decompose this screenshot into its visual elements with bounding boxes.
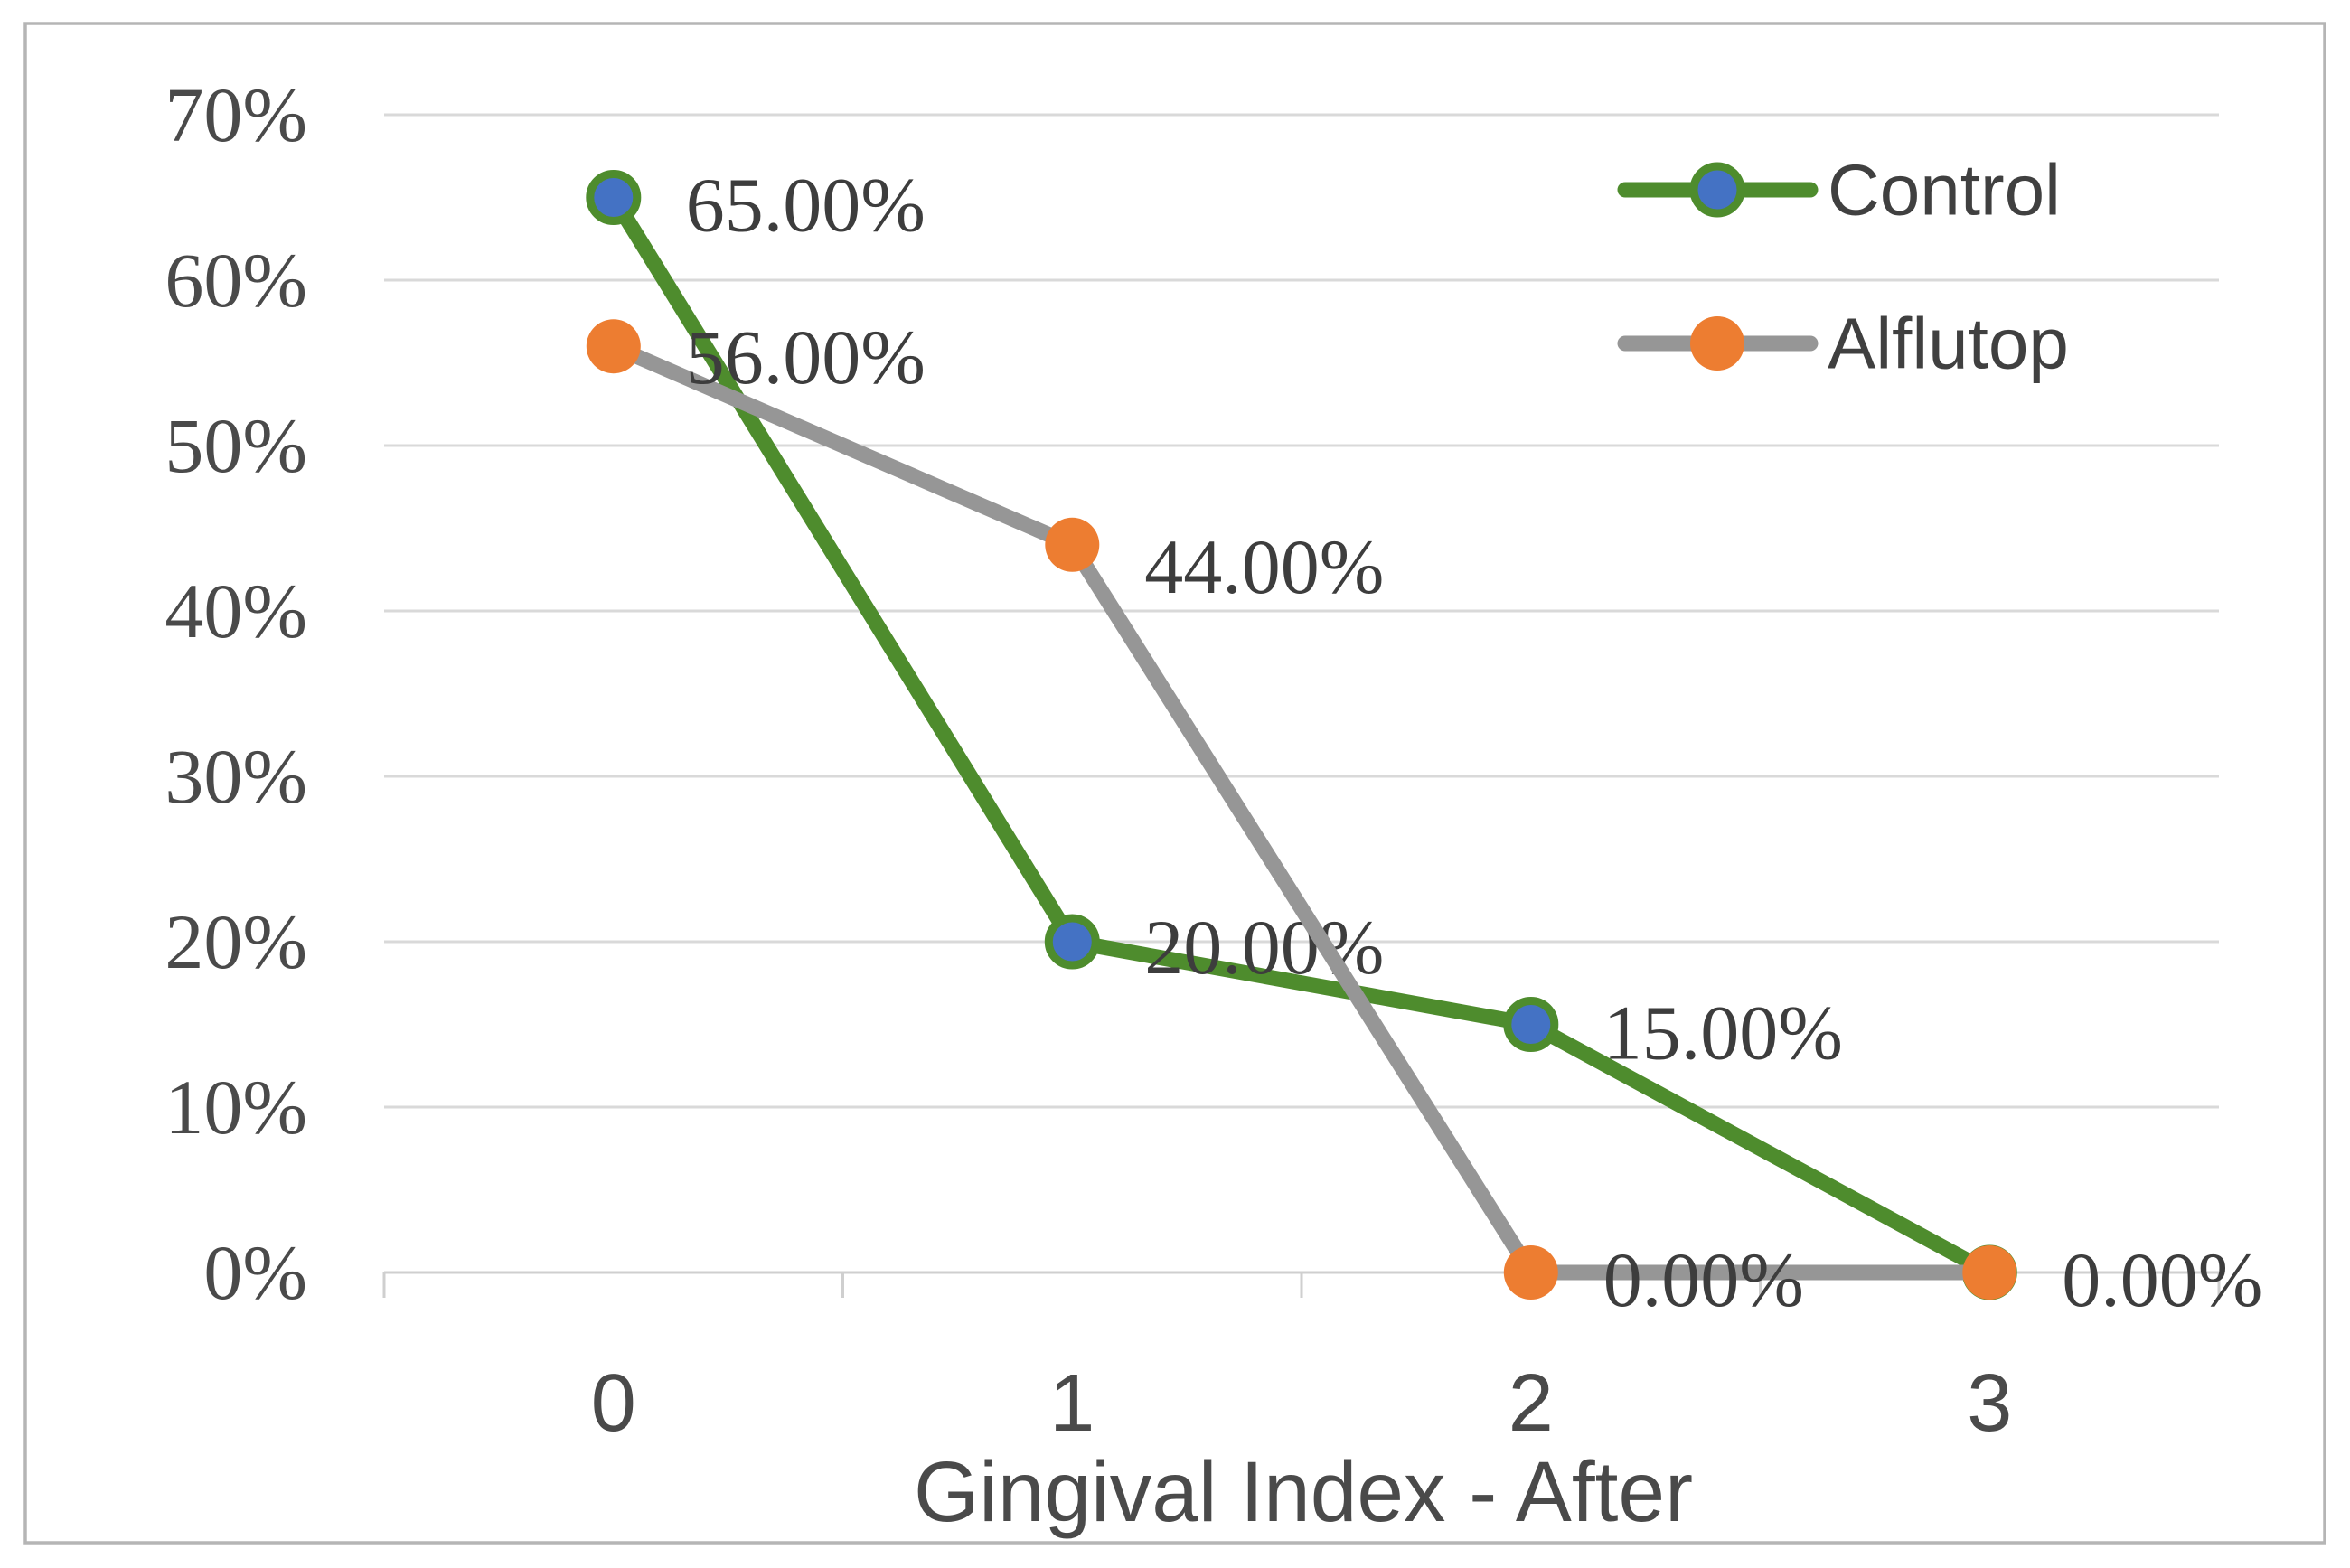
legend-item-alflutop: Alflutop — [1617, 304, 2069, 384]
x-tick-label: 1 — [1049, 1358, 1095, 1449]
y-axis-labels: 0% 10% 20% 30% 40% 50% 60% 70% — [164, 71, 307, 1316]
legend-marker — [1689, 162, 1745, 218]
series-alflutop-marker — [1962, 1245, 2017, 1300]
series-control-line — [606, 190, 1998, 1281]
x-tick-label: 0 — [591, 1358, 636, 1449]
x-axis-title: Gingival Index - After — [914, 1444, 1693, 1540]
data-label: 15.00% — [1603, 990, 1843, 1076]
legend-marker — [1690, 316, 1744, 371]
y-tick-label: 50% — [164, 402, 307, 489]
data-label: 44.00% — [1144, 523, 1384, 610]
y-tick-label: 0% — [203, 1229, 307, 1316]
x-tick-label: 2 — [1509, 1358, 1554, 1449]
series-control: 65.00%20.00%15.00% — [586, 162, 2017, 1300]
data-label: 0.00% — [2062, 1236, 2262, 1323]
y-tick-label: 40% — [164, 568, 307, 654]
series-alflutop-marker — [1045, 517, 1100, 572]
legend-label: Control — [1828, 150, 2061, 230]
legend-label: Alflutop — [1828, 304, 2069, 384]
legend-item-control: Control — [1617, 150, 2061, 230]
y-tick-label: 10% — [164, 1064, 307, 1150]
legend: Control Alflutop — [1617, 150, 2069, 384]
x-tick-label: 3 — [1967, 1358, 2012, 1449]
series-alflutop-marker — [1503, 1245, 1558, 1300]
series-control-marker — [1503, 997, 1559, 1052]
y-tick-label: 70% — [164, 71, 307, 158]
series-control-marker — [1044, 914, 1100, 970]
data-label: 56.00% — [686, 314, 926, 400]
series-alflutop: 56.00% 44.00% 0.00% 0.00% — [586, 314, 2262, 1323]
y-tick-label: 20% — [164, 898, 307, 985]
series-control-marker — [586, 170, 642, 225]
data-label: 65.00% — [686, 162, 926, 249]
data-label: 0.00% — [1603, 1236, 1804, 1323]
series-alflutop-marker — [586, 319, 641, 374]
figure-border — [24, 22, 2326, 1545]
y-tick-label: 60% — [164, 237, 307, 324]
series-alflutop-line — [606, 338, 1998, 1281]
y-tick-label: 30% — [164, 733, 307, 820]
gridlines — [382, 113, 2221, 1298]
x-axis-labels: 0 1 2 3 — [591, 1358, 2013, 1449]
